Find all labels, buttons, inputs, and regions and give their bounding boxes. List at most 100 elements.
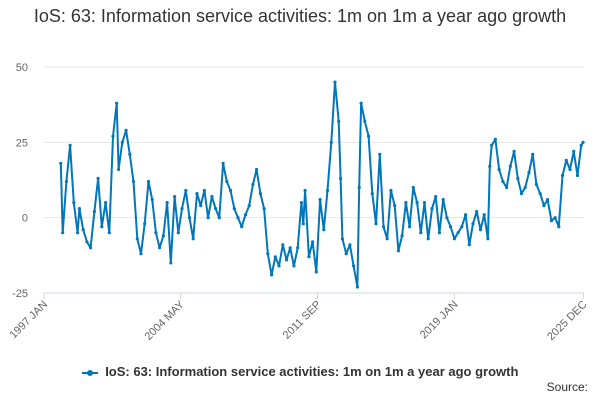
data-point[interactable] bbox=[486, 237, 490, 241]
data-point[interactable] bbox=[217, 216, 221, 220]
data-point[interactable] bbox=[325, 188, 330, 193]
data-point[interactable] bbox=[519, 192, 524, 196]
data-point[interactable] bbox=[385, 237, 389, 241]
data-point[interactable] bbox=[307, 255, 311, 259]
data-point[interactable] bbox=[199, 204, 203, 208]
data-point[interactable] bbox=[357, 185, 361, 190]
data-point[interactable] bbox=[299, 201, 303, 205]
data-point[interactable] bbox=[437, 231, 441, 235]
data-point[interactable] bbox=[340, 237, 344, 241]
data-point[interactable] bbox=[225, 179, 229, 184]
data-point[interactable] bbox=[221, 161, 225, 165]
data-point[interactable] bbox=[464, 213, 468, 217]
data-point[interactable] bbox=[81, 228, 85, 232]
data-point[interactable] bbox=[322, 228, 326, 232]
data-point[interactable] bbox=[236, 216, 240, 220]
data-point[interactable] bbox=[243, 213, 248, 217]
data-point[interactable] bbox=[490, 143, 494, 147]
data-point[interactable] bbox=[296, 246, 300, 250]
data-point[interactable] bbox=[527, 170, 531, 175]
data-point[interactable] bbox=[546, 198, 550, 202]
data-point[interactable] bbox=[493, 137, 497, 141]
data-point[interactable] bbox=[180, 207, 184, 211]
data-point[interactable] bbox=[111, 134, 115, 138]
data-point[interactable] bbox=[367, 134, 371, 138]
data-point[interactable] bbox=[202, 188, 206, 193]
data-point[interactable] bbox=[560, 173, 565, 178]
data-point[interactable] bbox=[61, 231, 65, 235]
data-point[interactable] bbox=[284, 258, 289, 262]
data-point[interactable] bbox=[240, 225, 244, 229]
data-point[interactable] bbox=[516, 176, 520, 181]
data-point[interactable] bbox=[575, 173, 580, 178]
data-point[interactable] bbox=[355, 285, 359, 289]
data-point[interactable] bbox=[572, 149, 576, 153]
data-point[interactable] bbox=[482, 213, 486, 217]
data-point[interactable] bbox=[100, 225, 104, 229]
data-point[interactable] bbox=[460, 225, 464, 229]
data-point[interactable] bbox=[187, 216, 192, 220]
data-point[interactable] bbox=[445, 216, 449, 220]
data-point[interactable] bbox=[146, 179, 151, 184]
data-point[interactable] bbox=[370, 192, 374, 196]
legend[interactable]: IoS: 63: Information service activities:… bbox=[0, 364, 600, 379]
data-point[interactable] bbox=[564, 158, 568, 162]
data-point[interactable] bbox=[400, 234, 404, 238]
data-point[interactable] bbox=[277, 264, 281, 268]
data-point[interactable] bbox=[131, 179, 136, 184]
data-point[interactable] bbox=[467, 243, 471, 247]
data-point[interactable] bbox=[251, 182, 255, 187]
data-point[interactable] bbox=[378, 152, 382, 156]
data-point[interactable] bbox=[337, 119, 341, 123]
data-point[interactable] bbox=[292, 264, 296, 268]
data-point[interactable] bbox=[228, 188, 233, 193]
data-point[interactable] bbox=[422, 201, 427, 205]
data-point[interactable] bbox=[273, 255, 277, 259]
data-point[interactable] bbox=[262, 207, 266, 211]
data-point[interactable] bbox=[568, 167, 572, 172]
data-point[interactable] bbox=[158, 246, 162, 250]
data-point[interactable] bbox=[266, 252, 270, 256]
data-point[interactable] bbox=[538, 192, 542, 196]
data-point[interactable] bbox=[488, 164, 492, 168]
data-point[interactable] bbox=[339, 176, 343, 181]
data-point[interactable] bbox=[549, 219, 554, 223]
data-point[interactable] bbox=[72, 201, 76, 205]
data-point[interactable] bbox=[471, 222, 475, 226]
data-point[interactable] bbox=[214, 207, 218, 211]
data-point[interactable] bbox=[579, 143, 583, 147]
data-point[interactable] bbox=[475, 210, 479, 214]
data-point[interactable] bbox=[184, 188, 188, 193]
data-point[interactable] bbox=[281, 243, 285, 247]
data-point[interactable] bbox=[124, 128, 128, 132]
data-point[interactable] bbox=[389, 188, 393, 193]
data-point[interactable] bbox=[96, 176, 100, 181]
data-point[interactable] bbox=[478, 228, 483, 232]
data-point[interactable] bbox=[359, 101, 363, 105]
data-point[interactable] bbox=[456, 231, 460, 235]
data-point[interactable] bbox=[176, 231, 180, 235]
data-point[interactable] bbox=[191, 237, 195, 241]
data-point[interactable] bbox=[195, 192, 199, 196]
data-point[interactable] bbox=[449, 225, 453, 229]
data-point[interactable] bbox=[255, 167, 259, 172]
data-point[interactable] bbox=[419, 231, 423, 235]
data-point[interactable] bbox=[508, 164, 512, 168]
data-point[interactable] bbox=[92, 210, 96, 214]
data-point[interactable] bbox=[77, 207, 81, 211]
data-point[interactable] bbox=[120, 140, 124, 144]
data-point[interactable] bbox=[396, 249, 400, 253]
data-point[interactable] bbox=[258, 192, 262, 196]
data-point[interactable] bbox=[581, 140, 585, 144]
data-point[interactable] bbox=[374, 222, 378, 226]
data-point[interactable] bbox=[173, 195, 177, 199]
data-point[interactable] bbox=[76, 231, 80, 235]
data-point[interactable] bbox=[206, 216, 210, 220]
data-point[interactable] bbox=[143, 222, 147, 226]
data-point[interactable] bbox=[381, 225, 386, 229]
data-point[interactable] bbox=[301, 222, 305, 226]
data-point[interactable] bbox=[311, 240, 315, 244]
data-point[interactable] bbox=[161, 234, 165, 238]
data-point[interactable] bbox=[512, 149, 516, 153]
data-point[interactable] bbox=[64, 179, 68, 184]
